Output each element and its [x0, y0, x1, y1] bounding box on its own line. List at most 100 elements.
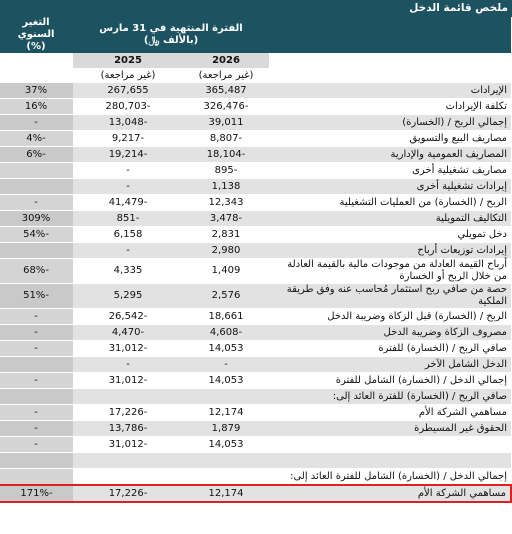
value-2025: 5,295 — [73, 283, 183, 309]
change-cell: -51% — [0, 283, 73, 309]
row-label: الإيرادات — [269, 83, 511, 99]
value-2026: 12,174 — [183, 484, 269, 503]
table-row: الربح / (الخسارة) قبل الزكاة وضريبة الدخ… — [0, 308, 511, 325]
change-cell: 16% — [0, 98, 73, 115]
row-label: مصروف الزكاة وضريبة الدخل — [269, 324, 511, 341]
row-label — [269, 436, 511, 453]
value-2026: 2,576 — [183, 283, 269, 309]
value-2025: -13,048 — [73, 114, 183, 131]
change-cell — [0, 162, 73, 179]
change-cell: - — [0, 404, 73, 421]
value-2025: - — [73, 242, 183, 259]
table-row: حصة من صافي ربح استثمار مُحاسب عنه وفق ط… — [0, 283, 511, 309]
change-cell: - — [0, 420, 73, 437]
table-row: إيرادات توزيعات أرباح 2,980- — [0, 242, 511, 259]
row-label: الحقوق غير المسيطرة — [269, 420, 511, 437]
value-2026 — [183, 452, 269, 469]
table-row: صافي الربح / (الخسارة) للفترة العائد إلى… — [0, 388, 511, 405]
table-row: تكلفة الإيرادات -326,476 -280,703 16% — [0, 98, 511, 115]
row-label: مصاريف تشغيلية أخرى — [269, 162, 511, 179]
row-label: إيرادات توزيعات أرباح — [269, 242, 511, 259]
change-cell: -68% — [0, 258, 73, 284]
table-row: المصاريف العمومية والإدارية -18,104 -19,21… — [0, 146, 511, 163]
value-2025: 4,335 — [73, 258, 183, 284]
period-label: الفترة المنتهية في 31 مارس — [99, 23, 243, 34]
change-cell: - — [0, 114, 73, 131]
value-2025: - — [73, 178, 183, 195]
row-label: تكلفة الإيرادات — [269, 98, 511, 115]
value-2025: 267,655 — [73, 83, 183, 99]
row-label: إجمالي الدخل / (الخسارة) الشامل للفترة ا… — [269, 468, 511, 486]
value-2026: 12,343 — [183, 194, 269, 211]
value-2025: -31,012 — [73, 372, 183, 389]
table-row: مصاريف تشغيلية أخرى -895- — [0, 162, 511, 179]
row-label: الربح / (الخسارة) قبل الزكاة وضريبة الدخ… — [269, 308, 511, 325]
value-2026: -8,807 — [183, 130, 269, 147]
row-label: المصاريف العمومية والإدارية — [269, 146, 511, 163]
row-label: إجمالي الربح / (الخسارة) — [269, 114, 511, 131]
section-title: ملخص قائمة الدخل — [0, 0, 512, 17]
row-label: مصاريف البيع والتسويق — [269, 130, 511, 147]
change-cell: - — [0, 308, 73, 325]
value-2025: -13,786 — [73, 420, 183, 437]
value-2025 — [73, 452, 183, 469]
value-2026: -18,104 — [183, 146, 269, 163]
row-label: الدخل الشامل الآخر — [269, 356, 511, 373]
change-cell — [0, 388, 73, 405]
table-row: أرباح القيمة العادلة من موجودات مالية با… — [0, 258, 511, 284]
table-row: مساهمي الشركة الأم 12,174 -17,226 -171% — [0, 484, 512, 503]
row-label: إيرادات تشغيلية أخرى — [269, 178, 511, 195]
change-cell — [0, 178, 73, 195]
table-row: 14,053 -31,012- — [0, 436, 511, 453]
period-header: الفترة المنتهية في 31 مارس (بالألف ﷼) — [73, 17, 269, 53]
change-cell: - — [0, 436, 73, 453]
value-2026: 14,053 — [183, 372, 269, 389]
table-row — [0, 452, 511, 469]
value-2025: - — [73, 356, 183, 373]
header-cell — [0, 68, 73, 83]
value-2025: -280,703 — [73, 98, 183, 115]
change-header: التغير السنوي (%) — [0, 17, 73, 53]
change-cell — [0, 452, 73, 469]
table-row: الحقوق غير المسيطرة 1,879 -13,786- — [0, 420, 511, 437]
table: الفترة المنتهية في 31 مارس (بالألف ﷼) التغ… — [0, 17, 512, 503]
change-cell: - — [0, 324, 73, 341]
row-label: حصة من صافي ربح استثمار مُحاسب عنه وفق ط… — [269, 283, 511, 309]
change-unit: (%) — [26, 41, 46, 52]
value-2025: -41,479 — [73, 194, 183, 211]
row-label: أرباح القيمة العادلة من موجودات مالية با… — [269, 258, 511, 284]
table-row: إيرادات تشغيلية أخرى 1,138- — [0, 178, 511, 195]
change-cell: -171% — [0, 484, 73, 503]
value-2026: 18,661 — [183, 308, 269, 325]
year-row: 2026 2025 — [0, 53, 511, 68]
change-cell — [0, 356, 73, 373]
table-row: الدخل الشامل الآخر - - — [0, 356, 511, 373]
value-2026: 1,138 — [183, 178, 269, 195]
value-2026: 365,487 — [183, 83, 269, 99]
value-2026: 39,011 — [183, 114, 269, 131]
row-label: الربح / (الخسارة) من العمليات التشغيلية — [269, 194, 511, 211]
unaudited-cell: (غير مراجعة) — [100, 69, 156, 81]
value-2025 — [73, 388, 183, 405]
value-2025: - — [73, 162, 183, 179]
value-2025: -4,470 — [73, 324, 183, 341]
value-2026: -895 — [183, 162, 269, 179]
change-label: التغير السنوي — [17, 17, 55, 40]
period-unit: (بالألف ﷼) — [143, 35, 199, 46]
value-2026: 2,980 — [183, 242, 269, 259]
unaudited-row: (غير مراجعة) (غير مراجعة) — [0, 68, 511, 83]
row-label: دخل تمويلي — [269, 226, 511, 243]
table-row: مساهمي الشركة الأم 12,174 -17,226- — [0, 404, 511, 421]
table-row: صافي الربح / (الخسارة) للفترة 14,053 -31,0… — [0, 340, 511, 357]
value-2025: -851 — [73, 210, 183, 227]
year-cell: 2025 — [73, 53, 183, 68]
value-2026 — [183, 388, 269, 405]
value-2026: 14,053 — [183, 436, 269, 453]
value-2025 — [73, 468, 183, 486]
change-cell: - — [0, 340, 73, 357]
change-cell: -54% — [0, 226, 73, 243]
change-cell — [0, 242, 73, 259]
row-label: مساهمي الشركة الأم — [269, 404, 511, 421]
table-row: دخل تمويلي 2,831 6,158 -54% — [0, 226, 511, 243]
